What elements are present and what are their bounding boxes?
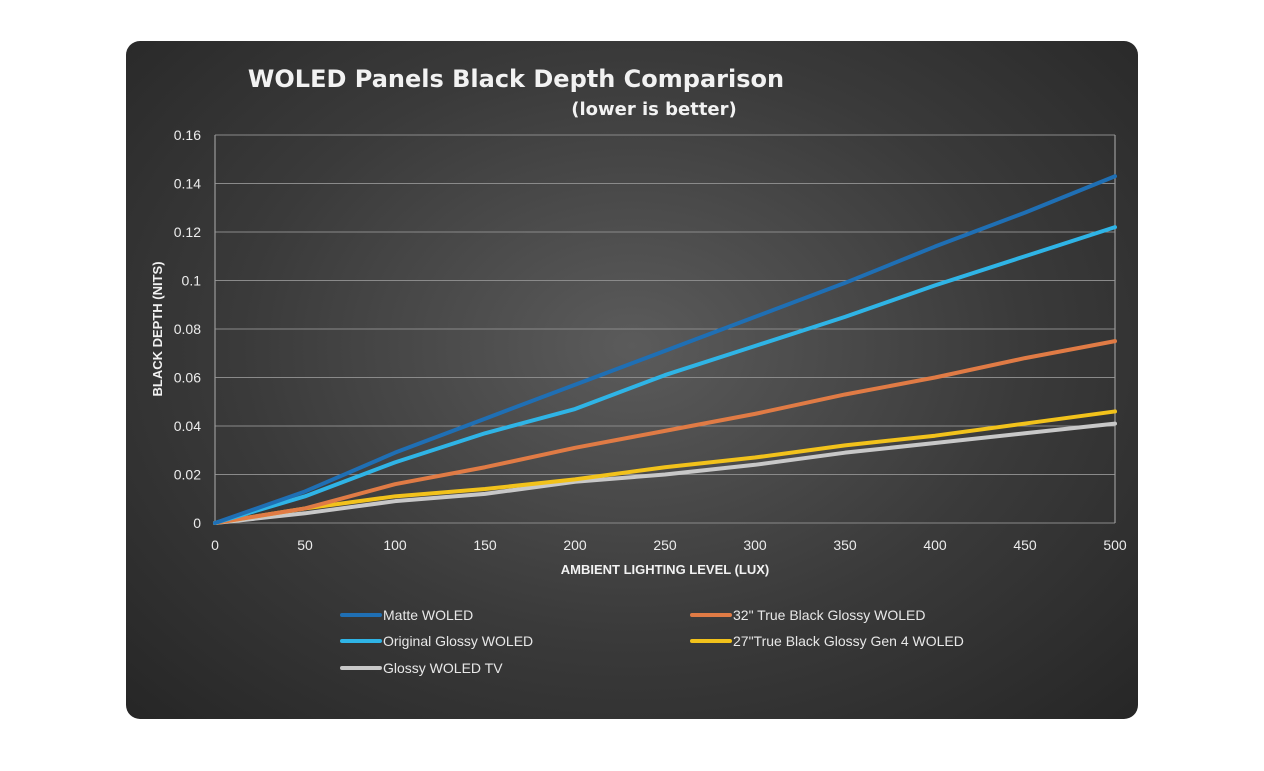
y-axis-label: BLACK DEPTH (NITS) (150, 261, 165, 396)
axis-layer: 0 0.02 0.04 0.06 0.08 0.1 0.12 0.14 0.16 0 50 100 15… (174, 127, 1127, 553)
x-tick-label: 450 (1013, 537, 1037, 553)
x-tick-label: 400 (923, 537, 947, 553)
x-tick-label: 150 (473, 537, 497, 553)
legend-label: Matte WOLED (383, 607, 473, 623)
y-tick-label: 0.06 (174, 370, 201, 386)
series-line-2 (213, 225, 1117, 525)
x-tick-label: 0 (211, 537, 219, 553)
y-tick-label: 0.08 (174, 321, 201, 337)
y-tick-label: 0.1 (182, 273, 202, 289)
series-line-4 (213, 421, 1117, 525)
y-tick-label: 0.16 (174, 127, 201, 143)
chart-card: WOLED Panels Black Depth Comparison (low… (126, 41, 1138, 719)
y-tick-label: 0.14 (174, 176, 201, 192)
legend-label: 32" True Black Glossy WOLED (733, 607, 925, 623)
y-tick-label: 0.12 (174, 224, 201, 240)
series-line-0 (213, 174, 1117, 525)
x-tick-label: 350 (833, 537, 857, 553)
legend: Matte WOLED 32" True Black Glossy WOLED Or… (340, 607, 964, 676)
chart-svg: WOLED Panels Black Depth Comparison (low… (150, 65, 1127, 676)
chart-subtitle: (lower is better) (571, 99, 737, 120)
x-axis-label: AMBIENT LIGHTING LEVEL (LUX) (561, 562, 769, 577)
legend-label: Original Glossy WOLED (383, 633, 533, 649)
x-tick-label: 200 (563, 537, 587, 553)
x-tick-label: 50 (297, 537, 313, 553)
y-tick-label: 0.04 (174, 418, 201, 434)
grid-layer (214, 134, 1116, 524)
x-tick-label: 500 (1103, 537, 1127, 553)
x-tick-label: 300 (743, 537, 767, 553)
legend-label: 27"True Black Glossy Gen 4 WOLED (733, 633, 964, 649)
chart-title: WOLED Panels Black Depth Comparison (248, 65, 784, 93)
series-line-1 (213, 339, 1117, 525)
x-tick-label: 250 (653, 537, 677, 553)
series-line-3 (213, 409, 1117, 525)
y-tick-label: 0.02 (174, 467, 201, 483)
series-layer (213, 174, 1117, 525)
y-tick-label: 0 (193, 515, 201, 531)
legend-label: Glossy WOLED TV (383, 660, 503, 676)
x-tick-label: 100 (383, 537, 407, 553)
